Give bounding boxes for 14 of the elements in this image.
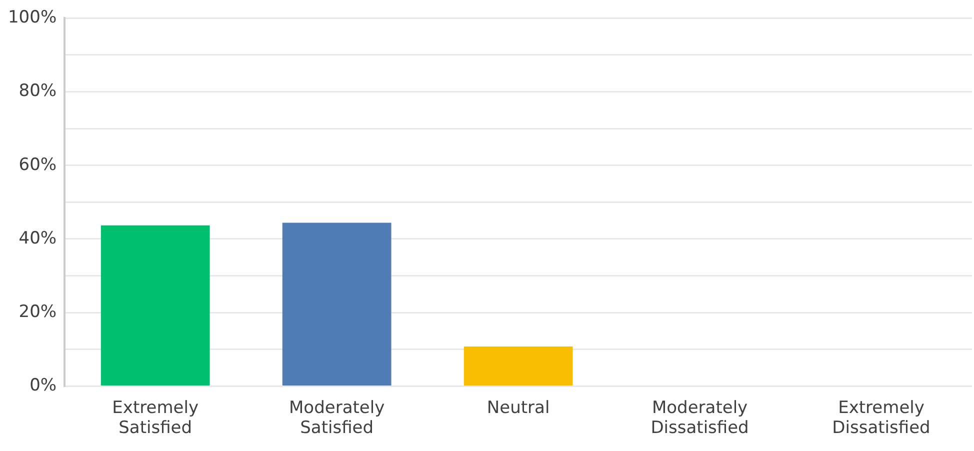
y-tick-label: 0%	[30, 376, 57, 396]
y-tick-label: 80%	[18, 81, 57, 102]
x-tick-label: Extremely Dissatisfied	[832, 398, 930, 438]
y-tick-label: 40%	[18, 228, 57, 248]
bar	[100, 225, 210, 386]
x-tick-label: Moderately Satisfied	[289, 398, 385, 438]
y-tick-label: 20%	[18, 302, 57, 322]
x-tick-label: Moderately Dissatisfied	[650, 398, 749, 438]
bar	[464, 346, 573, 386]
y-tick-label: 60%	[18, 154, 57, 175]
x-tick-label: Extremely Satisfied	[112, 398, 199, 438]
y-tick-label: 100%	[8, 8, 57, 28]
bar	[282, 222, 392, 386]
x-tick-label: Neutral	[486, 398, 550, 418]
